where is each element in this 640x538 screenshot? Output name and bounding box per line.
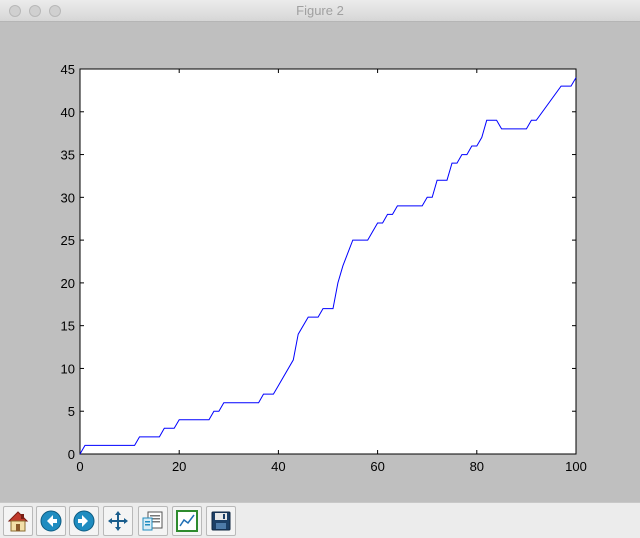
- x-tick-labels: 0 20 40 60 80 100: [76, 459, 586, 474]
- pan-button[interactable]: [103, 506, 133, 536]
- y-tick-label: 20: [61, 276, 75, 291]
- line-chart: 0 20 40 60 80 100 0 5 10 15 20 25 30 35 40 45: [61, 62, 587, 474]
- y-tick-label: 15: [61, 319, 75, 334]
- window-title: Figure 2: [296, 3, 344, 18]
- x-tick-label: 0: [76, 459, 83, 474]
- floppy-disk-icon: [211, 511, 231, 531]
- close-window-button[interactable]: [9, 5, 21, 17]
- zoom-rect-icon: [176, 510, 198, 532]
- x-tick-label: 100: [565, 459, 587, 474]
- x-tick-label: 60: [370, 459, 384, 474]
- save-button[interactable]: [206, 506, 236, 536]
- home-button[interactable]: [3, 506, 33, 536]
- window-titlebar: Figure 2: [0, 0, 640, 22]
- configure-subplots-button[interactable]: [138, 506, 168, 536]
- forward-button[interactable]: [69, 506, 99, 536]
- zoom-window-button[interactable]: [49, 5, 61, 17]
- x-tick-label: 40: [271, 459, 285, 474]
- data-series-line: [79, 77, 577, 455]
- plot-area: [79, 68, 577, 455]
- move-arrows-icon: [108, 511, 128, 531]
- y-tick-label: 10: [61, 361, 75, 376]
- x-tick-label: 80: [470, 459, 484, 474]
- y-tick-label: 45: [61, 62, 75, 77]
- y-tick-label: 35: [61, 148, 75, 163]
- back-arrow-icon: [40, 510, 62, 532]
- y-tick-label: 40: [61, 105, 75, 120]
- subplots-icon: [142, 511, 163, 531]
- axis-ticks: [79, 68, 577, 455]
- y-tick-label: 0: [68, 447, 75, 462]
- home-icon: [7, 511, 29, 532]
- forward-arrow-icon: [73, 510, 95, 532]
- minimize-window-button[interactable]: [29, 5, 41, 17]
- back-button[interactable]: [36, 506, 66, 536]
- y-tick-label: 30: [61, 190, 75, 205]
- y-tick-labels: 0 5 10 15 20 25 30 35 40 45: [61, 62, 75, 462]
- figure-canvas[interactable]: 0 20 40 60 80 100 0 5 10 15 20 25 30 35 40 45: [0, 22, 640, 502]
- y-tick-label: 25: [61, 233, 75, 248]
- navigation-toolbar: [0, 502, 640, 538]
- x-tick-label: 20: [172, 459, 186, 474]
- y-tick-label: 5: [68, 404, 75, 419]
- zoom-to-rect-button[interactable]: [172, 506, 202, 536]
